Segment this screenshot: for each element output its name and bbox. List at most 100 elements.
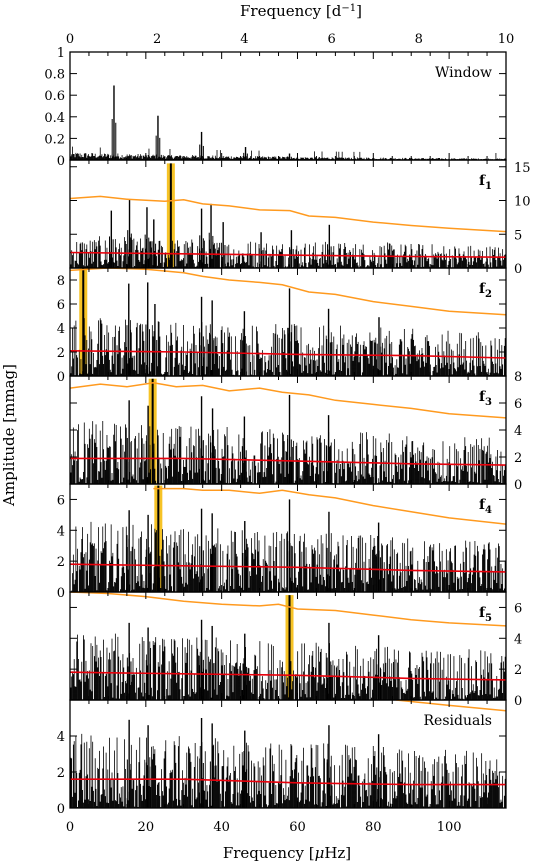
mean-noise-line: [70, 350, 506, 359]
panel-label-subscript: 2: [485, 289, 492, 300]
panel-6: 0 2 4 6 f5: [69, 591, 522, 709]
y-tick-label: 4: [57, 730, 65, 745]
bottom-tick-label: 100: [437, 820, 462, 835]
y-tick-label: 8: [57, 274, 65, 289]
y-tick-label: 2: [514, 451, 522, 466]
mean-noise-line: [70, 671, 506, 681]
panel-label-text: f: [479, 497, 486, 513]
panel-plot-area: [70, 592, 506, 700]
panel-label: f1: [479, 173, 492, 192]
panel-label: f4: [479, 497, 492, 516]
panel-label-subscript: 3: [485, 397, 492, 408]
y-tick-label: 0.4: [44, 111, 65, 126]
panel-2: 0 5 10 15 f1: [69, 159, 531, 277]
mean-noise-line: [70, 778, 506, 786]
y-tick-label: 0: [514, 262, 522, 277]
mean-noise-line: [70, 563, 506, 573]
y-tick-label: 8: [514, 370, 522, 385]
y-tick-label: 0.8: [44, 68, 65, 83]
significance-line: [70, 195, 506, 233]
panel-plot-area: [70, 485, 506, 592]
y-tick-label: 4: [57, 524, 65, 539]
panel-label: Residuals: [424, 713, 492, 729]
y-tick-label: 4: [514, 632, 522, 647]
panel-label-text: Residuals: [424, 713, 492, 729]
y-tick-label: 0: [57, 586, 65, 601]
top-tick-label: 10: [498, 32, 515, 47]
spectrum-noise: [70, 236, 506, 268]
y-tick-label: 0.2: [44, 132, 65, 147]
bottom-tick-label: 20: [138, 820, 155, 835]
y-tick-label: 2: [57, 766, 65, 781]
spectrum-noise: [70, 318, 506, 376]
significance-line: [396, 700, 506, 712]
y-tick-label: 4: [57, 322, 65, 337]
y-tick-label: 10: [514, 195, 531, 210]
bottom-axis: 0 20 40 60 80 100 Frequency [μHz]: [66, 820, 462, 862]
y-axis-title: Amplitude [mmag]: [0, 364, 18, 507]
top-tick-label: 6: [327, 32, 335, 47]
y-tick-label: 4: [514, 424, 522, 439]
mean-noise-line: [70, 251, 506, 258]
bottom-tick-label: 40: [213, 820, 230, 835]
y-tick-label: 0: [57, 802, 65, 817]
y-tick-label: 0: [57, 154, 65, 169]
y-tick-label: 5: [514, 228, 522, 243]
y-tick-label: 6: [514, 601, 522, 616]
panel-label-text: f: [479, 281, 486, 297]
y-tick-label: 0: [57, 370, 65, 385]
top-tick-label: 2: [153, 32, 161, 47]
y-tick-label: 0: [514, 478, 522, 493]
y-tick-label: 6: [57, 493, 65, 508]
spectrum-noise: [70, 733, 506, 808]
top-tick-label: 0: [66, 32, 74, 47]
panel-4: 0 2 4 6 8 f3: [69, 370, 522, 493]
panel-label-subscript: 4: [485, 505, 492, 516]
panel-frame: [69, 699, 507, 809]
panel-plot-area: [70, 268, 506, 376]
significance-line: [70, 382, 506, 419]
significance-line: [153, 487, 506, 525]
bottom-tick-label: 60: [289, 820, 306, 835]
panel-plot-area: [70, 85, 506, 160]
panel-label: Window: [435, 65, 492, 81]
top-axis: 0 2 4 6 8 10 Frequency [d−1]: [66, 2, 514, 47]
y-tick-label: 6: [514, 397, 522, 412]
y-tick-label: 0: [514, 694, 522, 709]
panel-label: f3: [479, 389, 492, 408]
y-tick-label: 2: [514, 663, 522, 678]
y-tick-label: 6: [57, 298, 65, 313]
bottom-tick-label: 0: [66, 820, 74, 835]
bottom-tick-label: 80: [365, 820, 382, 835]
panel-label-text: f: [479, 173, 486, 189]
top-tick-label: 8: [415, 32, 423, 47]
top-tick-labels: 0 2 4 6 8 10: [66, 32, 514, 47]
y-tick-label: 1: [57, 46, 65, 61]
panel-label-text: f: [479, 605, 486, 621]
panel-plot-area: [70, 700, 506, 808]
panel-label-subscript: 5: [485, 613, 492, 624]
panel-1: 0 0.2 0.4 0.6 0.8 1 Window: [44, 46, 507, 169]
top-axis-title: Frequency [d−1]: [240, 2, 362, 20]
y-tick-label: 2: [57, 346, 65, 361]
significance-line: [70, 268, 506, 316]
y-tick-label: 15: [514, 161, 531, 176]
panel-label: f2: [479, 281, 492, 300]
panel-plot-area: [70, 163, 506, 268]
panel-label-text: Window: [435, 65, 492, 81]
panel-label-subscript: 1: [485, 181, 492, 192]
y-tick-label: 2: [57, 555, 65, 570]
panel-plot-area: [70, 378, 506, 484]
bottom-axis-title: Frequency [μHz]: [223, 844, 351, 862]
spectrum-noise: [70, 421, 506, 484]
panel-label: f5: [479, 605, 492, 624]
top-tick-label: 4: [240, 32, 248, 47]
panel-7: 0 2 4 Residuals: [57, 699, 507, 817]
y-tick-label: 0.6: [44, 89, 65, 104]
mean-noise-line: [70, 457, 506, 466]
panel-label-text: f: [479, 389, 486, 405]
